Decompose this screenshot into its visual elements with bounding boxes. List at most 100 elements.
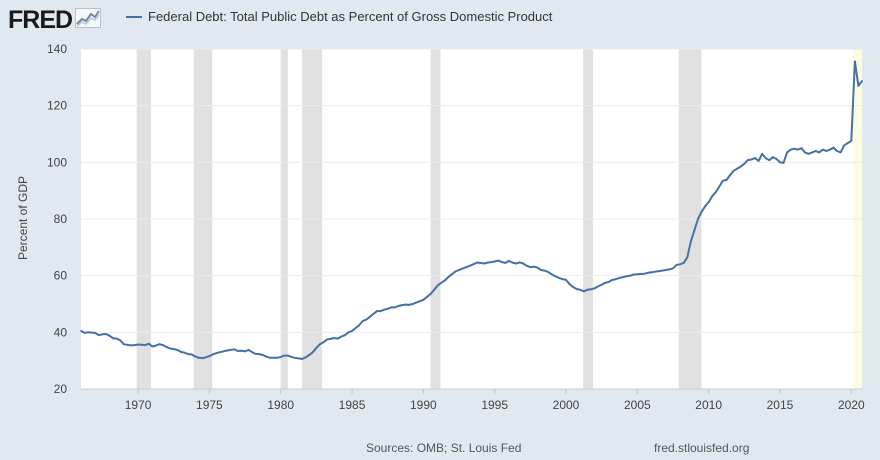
data-point	[279, 356, 282, 358]
data-point	[515, 262, 517, 265]
data-point	[204, 356, 207, 359]
fred-logo[interactable]: FRED	[8, 5, 102, 34]
data-point	[133, 344, 136, 346]
series-line	[80, 60, 863, 360]
data-point	[329, 338, 332, 340]
data-point	[472, 263, 475, 266]
data-point	[97, 334, 100, 337]
data-point	[147, 342, 150, 345]
data-point	[704, 205, 706, 208]
series-layer	[80, 60, 863, 360]
data-point	[818, 151, 821, 154]
data-point	[219, 351, 222, 354]
data-point	[597, 285, 599, 288]
data-point	[172, 348, 175, 350]
data-point	[764, 157, 767, 160]
data-point	[386, 307, 389, 310]
data-point	[408, 304, 410, 306]
data-point	[340, 335, 343, 338]
data-point	[825, 150, 828, 152]
data-point	[440, 281, 443, 284]
data-point	[247, 349, 250, 351]
data-point	[294, 356, 296, 359]
data-point	[258, 353, 261, 355]
x-tick-label: 2000	[553, 398, 580, 412]
data-point	[301, 358, 303, 360]
y-tick-label: 40	[54, 325, 68, 339]
data-point	[326, 338, 328, 341]
data-point	[376, 310, 378, 312]
data-point	[796, 148, 799, 151]
data-point	[336, 337, 339, 340]
data-point	[814, 150, 817, 152]
data-point	[654, 270, 657, 273]
data-point	[297, 357, 300, 360]
data-point	[618, 277, 621, 279]
data-point	[244, 350, 246, 353]
data-point	[657, 270, 660, 272]
data-point	[237, 350, 239, 352]
y-tick-label: 140	[47, 42, 67, 56]
data-point	[262, 354, 264, 356]
data-point	[333, 337, 336, 339]
logo-text: FRED	[8, 5, 73, 34]
data-point	[365, 318, 368, 321]
data-point	[265, 355, 268, 358]
data-point	[568, 283, 571, 286]
data-point	[558, 277, 560, 279]
data-point	[575, 288, 578, 290]
data-point	[80, 330, 82, 332]
data-point	[561, 278, 564, 280]
data-point	[486, 261, 489, 264]
data-point	[229, 349, 232, 351]
data-point	[190, 353, 193, 356]
data-point	[743, 162, 746, 165]
data-point	[272, 356, 275, 359]
data-point	[693, 229, 696, 232]
x-tick-label: 2005	[624, 398, 651, 412]
data-point	[497, 259, 500, 262]
data-point	[836, 150, 838, 152]
data-point	[451, 273, 453, 276]
x-tick-label: 1980	[267, 398, 294, 412]
data-point	[525, 264, 528, 267]
data-point	[144, 344, 147, 346]
data-point	[169, 347, 172, 350]
data-point	[650, 271, 653, 274]
data-point	[308, 354, 311, 356]
data-point	[632, 273, 635, 276]
data-point	[718, 185, 721, 188]
y-tick-label: 60	[54, 269, 68, 283]
data-point	[679, 263, 681, 266]
data-point	[465, 266, 468, 269]
data-point	[572, 286, 574, 288]
data-point	[843, 144, 846, 147]
data-point	[707, 201, 710, 203]
data-point	[582, 290, 585, 293]
x-tick-label: 1975	[196, 398, 223, 412]
data-point	[725, 179, 728, 181]
data-point	[429, 293, 432, 295]
data-point	[361, 320, 364, 322]
x-tick-label: 1995	[481, 398, 508, 412]
data-point	[590, 288, 592, 291]
chart-icon	[75, 7, 102, 33]
data-point	[508, 260, 510, 262]
data-point	[87, 331, 89, 334]
data-point	[697, 218, 699, 220]
data-point	[90, 331, 93, 334]
data-point	[397, 305, 400, 307]
data-point	[771, 156, 774, 159]
data-point	[158, 343, 161, 346]
data-point	[604, 281, 607, 284]
data-point	[458, 269, 460, 271]
footer-link[interactable]: fred.stlouisfed.org	[654, 441, 750, 455]
x-tick-label: 2020	[838, 398, 865, 412]
chart-header: FRED Federal Debt: Total Public Debt as …	[0, 0, 880, 40]
data-point	[251, 351, 254, 354]
data-point	[101, 333, 104, 336]
data-point	[689, 240, 692, 243]
data-point	[804, 151, 806, 154]
data-point	[180, 351, 182, 353]
data-point	[554, 275, 557, 278]
